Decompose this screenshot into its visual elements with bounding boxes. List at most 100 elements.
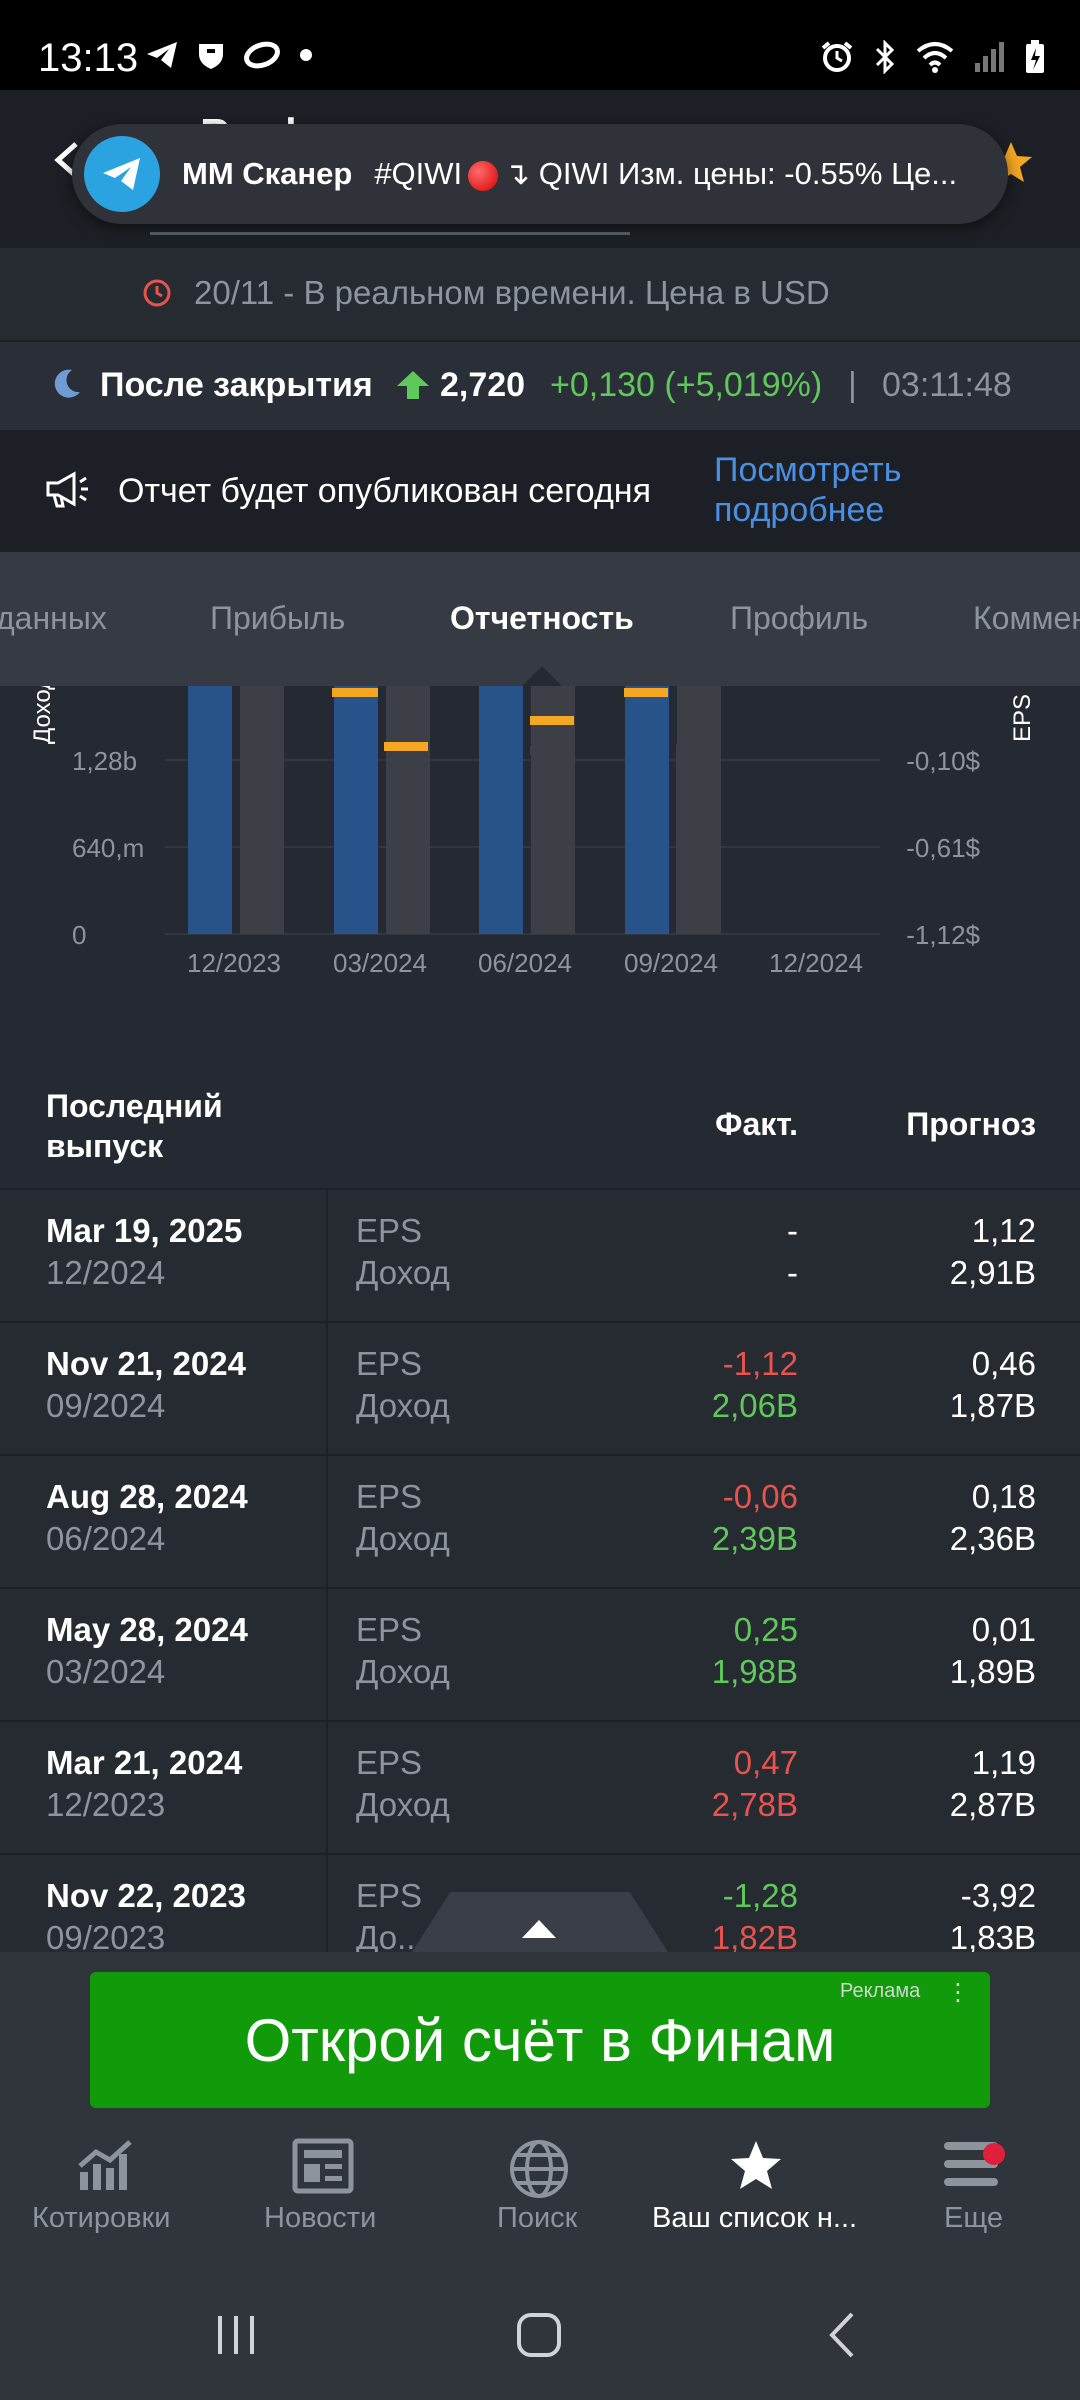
menu-icon <box>944 2142 1005 2186</box>
notification-app-name: MM Сканер <box>182 156 353 191</box>
row-metric-eps: EPS <box>356 1744 423 1781</box>
notification-text: #QIWI ↴ QIWI Изм. цены: -0.55% Це... <box>374 156 957 192</box>
row-fact-eps: -1,28 <box>722 1877 798 1914</box>
table-row[interactable]: Mar 19, 2025 12/2024 EPS Доход - - 1,12 2,91B <box>0 1190 1080 1323</box>
row-forecast-eps: 0,01 <box>971 1611 1036 1648</box>
row-metric-revenue: До... <box>356 1919 425 1956</box>
row-fact-eps: 0,25 <box>733 1611 798 1648</box>
telegram-icon <box>84 136 160 212</box>
after-hours-label: После закрытия <box>100 366 373 404</box>
row-metric-eps: EPS <box>356 1345 423 1382</box>
y-axis-label-left: Доход <box>29 686 56 744</box>
report-details-link[interactable]: Посмотреть подробнее <box>714 450 901 530</box>
x-tick-label: 09/2024 <box>624 948 718 978</box>
eps-actual-marker <box>530 716 574 725</box>
row-divider <box>326 1456 328 1589</box>
home-icon[interactable] <box>514 2310 564 2360</box>
back-icon[interactable] <box>822 2310 862 2360</box>
row-forecast-revenue: 2,36B <box>949 1520 1036 1557</box>
after-hours-row <box>0 340 1080 430</box>
table-row[interactable]: Aug 28, 2024 06/2024 EPS Доход -0,06 2,39B 0,1… <box>0 1456 1080 1589</box>
row-fact-eps: 0,47 <box>733 1744 798 1781</box>
red-circle-icon <box>468 160 499 191</box>
row-date: Nov 21, 2024 <box>46 1345 246 1382</box>
status-bar <box>0 0 1080 90</box>
after-hours-time: 03:11:48 <box>882 366 1012 404</box>
row-metric-eps: EPS <box>356 1478 423 1515</box>
y-tick-right: -0,61$ <box>906 833 980 863</box>
recent-apps-icon[interactable] <box>214 2312 260 2358</box>
realtime-row <box>0 248 1080 340</box>
row-period: 09/2024 <box>46 1387 166 1424</box>
nav-more-label: Еще <box>944 2202 1004 2234</box>
telegram-status-icon <box>147 42 177 68</box>
row-forecast-eps: 0,46 <box>971 1345 1036 1382</box>
watchlist-star-icon[interactable] <box>988 140 1034 186</box>
ad-menu-icon[interactable]: ⋮ <box>946 1979 970 2006</box>
ad-banner[interactable]: Открой счёт в Финам <box>90 1972 990 2108</box>
revenue-forecast-segment <box>240 686 284 742</box>
row-divider <box>326 1323 328 1456</box>
row-fact-revenue: 2,39B <box>711 1520 798 1557</box>
table-row[interactable]: Nov 21, 2024 09/2024 EPS Доход -1,12 2,06B 0,4… <box>0 1323 1080 1456</box>
row-fact-revenue: 1,98B <box>711 1653 798 1690</box>
row-forecast-revenue: 1,89B <box>949 1653 1036 1690</box>
alarm-icon <box>821 41 853 72</box>
row-forecast-eps: 1,12 <box>971 1212 1036 1249</box>
after-hours-separator: | <box>848 366 857 404</box>
notification-banner[interactable]: MM Сканер #QIWI ↴ QIWI Изм. цены: -0.55% … <box>72 124 1008 224</box>
revenue-actual-bar <box>334 686 378 934</box>
moon-icon <box>54 369 80 398</box>
bluetooth-icon <box>875 40 895 74</box>
up-arrow-icon <box>397 371 429 399</box>
link-status-icon <box>244 41 280 69</box>
megaphone-icon <box>46 471 88 508</box>
notification-message: ↴ QIWI Изм. цены: -0.55% Це... <box>504 156 958 191</box>
nav-watchlist-label: Ваш список н... <box>652 2202 858 2234</box>
tab-reports[interactable]: Отчетность <box>450 600 634 636</box>
x-tick-label: 06/2024 <box>478 948 572 978</box>
header-fact: Факт. <box>715 1106 798 1142</box>
active-tab-pointer <box>522 666 562 686</box>
table-row[interactable]: Mar 21, 2024 12/2023 EPS Доход 0,47 2,78B 1,19… <box>0 1722 1080 1855</box>
row-metric-eps: EPS <box>356 1877 423 1914</box>
row-forecast-revenue: 1,83B <box>949 1919 1036 1956</box>
star-icon <box>731 2141 781 2189</box>
eps-actual-marker <box>332 688 378 697</box>
row-date: Mar 19, 2025 <box>46 1212 243 1249</box>
table-row[interactable]: May 28, 2024 03/2024 EPS Доход 0,25 1,98B 0,01… <box>0 1589 1080 1722</box>
row-forecast-revenue: 1,87B <box>949 1387 1036 1424</box>
row-period: 12/2023 <box>46 1786 166 1823</box>
row-divider <box>326 1190 328 1323</box>
header-last-release-line2: выпуск <box>46 1128 164 1164</box>
row-date: May 28, 2024 <box>46 1611 248 1648</box>
tab-profit[interactable]: Прибыль <box>210 600 346 636</box>
x-tick-label: 12/2024 <box>769 948 863 978</box>
news-icon <box>292 2138 354 2194</box>
row-divider <box>326 1589 328 1722</box>
back-arrow-icon[interactable] <box>48 140 88 180</box>
chart-icon <box>78 2140 132 2190</box>
report-text: Отчет будет опубликован сегодня <box>118 472 651 510</box>
tab-profile[interactable]: Профиль <box>730 600 869 636</box>
nav-search-label: Поиск <box>497 2202 578 2234</box>
eps-forecast-marker <box>530 746 574 755</box>
row-metric-eps: EPS <box>356 1611 423 1648</box>
row-fact-revenue: 2,06B <box>711 1387 798 1424</box>
realtime-text: 20/11 - В реальном времени. Цена в USD <box>194 274 830 311</box>
chevron-up-icon <box>522 1920 556 1938</box>
row-date: Mar 21, 2024 <box>46 1744 243 1781</box>
notification-hashtag: #QIWI <box>374 156 463 191</box>
row-fact-eps: - <box>787 1212 798 1249</box>
tab-data[interactable]: данных <box>0 600 107 636</box>
report-link-line2: подробнее <box>714 491 885 529</box>
ad-text: Открой счёт в Финам <box>244 2006 836 2074</box>
row-period: 12/2024 <box>46 1254 166 1291</box>
nav-quotes-label: Котировки <box>32 2202 171 2234</box>
revenue-actual-bar <box>625 686 669 934</box>
revenue-actual-bar <box>188 686 232 934</box>
tab-comments[interactable]: Коммен <box>973 600 1080 636</box>
y-tick-right: -1,12$ <box>906 920 980 950</box>
y-axis-label-right: EPS <box>1009 694 1036 742</box>
